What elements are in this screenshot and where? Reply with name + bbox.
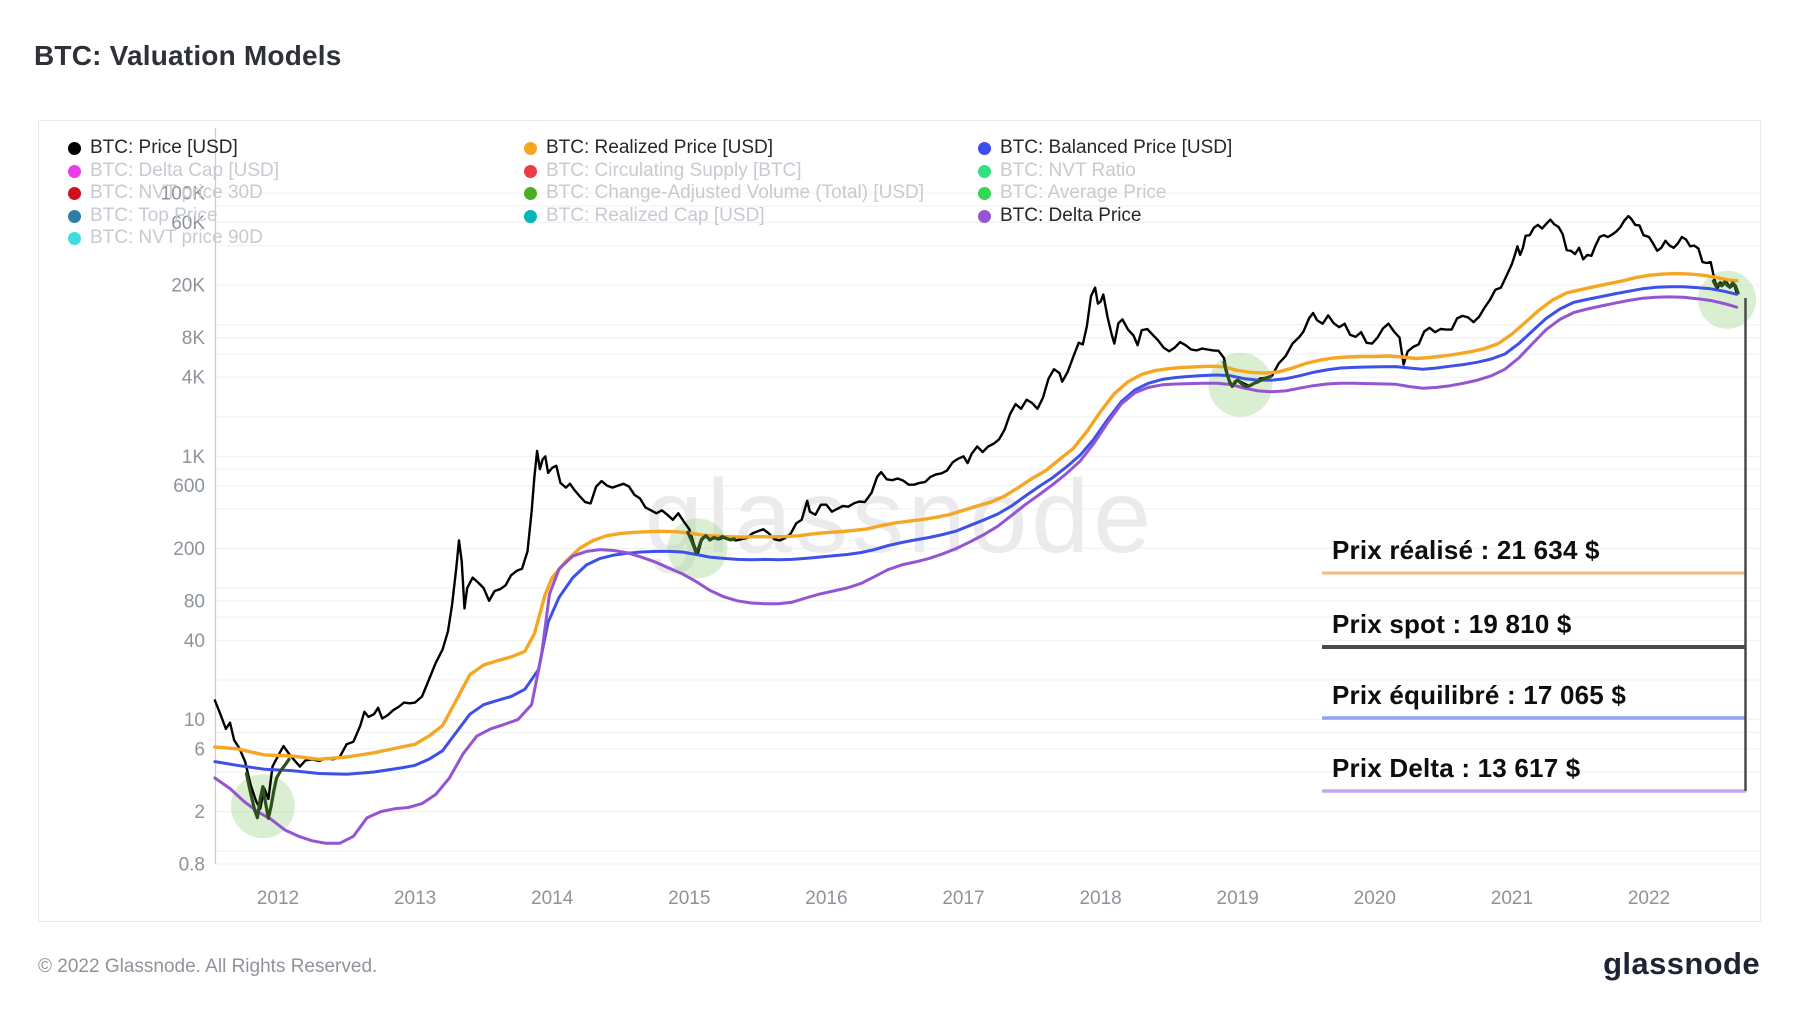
legend-item-btc-balanced-price-usd-[interactable]: BTC: Balanced Price [USD] [978, 137, 1232, 159]
legend-label: BTC: NVT Ratio [1000, 160, 1136, 181]
legend-item-btc-delta-price[interactable]: BTC: Delta Price [978, 205, 1141, 227]
legend-dot-icon [978, 141, 991, 155]
glassnode-logo: glassnode [1603, 946, 1760, 981]
legend-item-btc-delta-cap-usd-[interactable]: BTC: Delta Cap [USD] [68, 160, 279, 182]
legend-dot-icon [68, 141, 81, 155]
legend-item-btc-nvt-price-30d[interactable]: BTC: NVT price 30D [68, 182, 263, 204]
legend-label: BTC: Circulating Supply [BTC] [546, 160, 802, 181]
legend-item-btc-price-usd-[interactable]: BTC: Price [USD] [68, 137, 238, 159]
legend-label: BTC: Change-Adjusted Volume (Total) [USD… [546, 182, 925, 203]
legend-dot-icon [68, 209, 81, 223]
legend-label: BTC: NVT price 30D [90, 182, 263, 203]
chart-card [38, 120, 1761, 922]
legend-dot-icon [524, 164, 537, 178]
legend-item-btc-circulating-supply-btc-[interactable]: BTC: Circulating Supply [BTC] [524, 160, 802, 182]
legend-label: BTC: Top Price [90, 205, 218, 226]
legend-label: BTC: Realized Cap [USD] [546, 205, 765, 226]
legend-dot-icon [978, 164, 991, 178]
legend-label: BTC: Delta Cap [USD] [90, 160, 279, 181]
page-title: BTC: Valuation Models [34, 40, 342, 71]
legend-item-btc-realized-price-usd-[interactable]: BTC: Realized Price [USD] [524, 137, 773, 159]
legend-item-btc-nvt-ratio[interactable]: BTC: NVT Ratio [978, 160, 1136, 182]
legend-label: BTC: Delta Price [1000, 205, 1142, 226]
legend-item-btc-average-price[interactable]: BTC: Average Price [978, 182, 1167, 204]
price-annotation-3: Prix Delta : 13 617 $ [1332, 753, 1581, 783]
legend-dot-icon [68, 231, 81, 245]
legend-dot-icon [978, 209, 991, 223]
legend-dot-icon [68, 186, 81, 200]
legend-dot-icon [524, 186, 537, 200]
legend-label: BTC: Price [USD] [90, 137, 238, 158]
legend-dot-icon [524, 209, 537, 223]
legend-dot-icon [524, 141, 537, 155]
legend-label: BTC: Realized Price [USD] [546, 137, 774, 158]
legend-dot-icon [978, 186, 991, 200]
legend-label: BTC: Balanced Price [USD] [1000, 137, 1233, 158]
legend-item-btc-change-adjusted-volume-total-usd-[interactable]: BTC: Change-Adjusted Volume (Total) [USD… [524, 182, 924, 204]
price-annotation-1: Prix spot : 19 810 $ [1332, 609, 1572, 639]
copyright-text: © 2022 Glassnode. All Rights Reserved. [38, 956, 378, 977]
price-annotation-0: Prix réalisé : 21 634 $ [1332, 535, 1600, 565]
legend-item-btc-realized-cap-usd-[interactable]: BTC: Realized Cap [USD] [524, 205, 765, 227]
price-annotation-2: Prix équilibré : 17 065 $ [1332, 680, 1627, 710]
legend-item-btc-nvt-price-90d[interactable]: BTC: NVT price 90D [68, 227, 263, 249]
legend-item-btc-top-price[interactable]: BTC: Top Price [68, 205, 217, 227]
legend-label: BTC: NVT price 90D [90, 227, 263, 248]
legend-dot-icon [68, 164, 81, 178]
legend-label: BTC: Average Price [1000, 182, 1167, 203]
